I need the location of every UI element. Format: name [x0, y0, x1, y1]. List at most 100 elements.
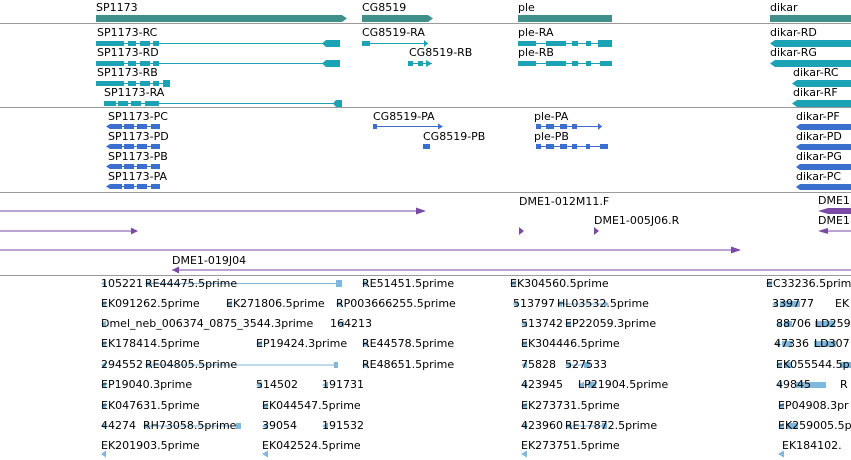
est-label[interactable]: EK044547.5prime [262, 399, 361, 412]
est-label[interactable]: RE44578.5prime [362, 337, 455, 350]
clone-glyph-dme1-a[interactable] [818, 208, 851, 214]
est-label[interactable]: EK091262.5prime [101, 297, 200, 310]
est-label[interactable]: 44274 [101, 419, 136, 432]
protein-glyph-sp1173-pb[interactable] [106, 164, 160, 169]
est-label[interactable]: RE44475.5prime [145, 277, 238, 290]
clone-glyph-3[interactable] [0, 246, 741, 254]
est-label[interactable]: 294552 [101, 358, 143, 371]
est-label[interactable]: EP22059.3prime [565, 317, 657, 330]
est-label[interactable]: EK055544.5p [776, 358, 850, 371]
transcript-glyph-sp1173-ra[interactable] [104, 100, 342, 107]
protein-label[interactable]: ple-PA [534, 110, 569, 123]
est-label[interactable]: RE17872.5prime [565, 419, 658, 432]
est-label[interactable]: 39054 [262, 419, 297, 432]
transcript-glyph-cg8519-ra[interactable] [362, 40, 428, 47]
est-label[interactable]: RE51451.5prime [362, 277, 455, 290]
transcript-glyph-sp1173-rc[interactable] [96, 40, 340, 47]
protein-glyph-dikar-pf[interactable] [796, 124, 851, 130]
est-label[interactable]: Dmel_neb_006374_0875_3544.3prime [101, 317, 314, 330]
transcript-label[interactable]: SP1173-RA [104, 86, 165, 99]
protein-label[interactable]: CG8519-PA [373, 110, 435, 123]
transcript-label[interactable]: dikar-RD [770, 26, 817, 39]
gene-label-ple[interactable]: ple [518, 1, 535, 14]
protein-glyph-ple-pa[interactable] [536, 123, 602, 130]
est-label[interactable]: 514502 [256, 378, 298, 391]
protein-label[interactable]: CG8519-PB [423, 130, 486, 143]
transcript-label[interactable]: CG8519-RA [362, 26, 425, 39]
est-label[interactable]: EK042524.5prime [262, 439, 361, 452]
est-label[interactable]: EK [835, 297, 850, 310]
transcript-glyph-dikar-rd[interactable] [770, 40, 851, 47]
clone-label[interactable]: DME1-019J04 [172, 254, 247, 267]
clone-glyph-2[interactable] [0, 227, 138, 235]
est-label[interactable]: EK178414.5prime [101, 337, 200, 350]
est-label[interactable]: LD307 [814, 337, 850, 350]
est-label[interactable]: HL03532.5prime [557, 297, 649, 310]
protein-label[interactable]: SP1173-PB [108, 150, 168, 163]
protein-glyph-dikar-pd[interactable] [796, 144, 851, 150]
est-label[interactable]: LP21904.5prime [578, 378, 669, 391]
est-label[interactable]: EK304560.5prime [510, 277, 609, 290]
transcript-label[interactable]: SP1173-RD [97, 46, 159, 59]
est-label[interactable]: 339777 [772, 297, 814, 310]
protein-label[interactable]: SP1173-PA [108, 170, 168, 183]
est-label[interactable]: EK304446.5prime [521, 337, 620, 350]
protein-glyph-ple-pb[interactable] [536, 144, 608, 149]
gene-glyph-ple[interactable] [518, 15, 612, 22]
protein-glyph-sp1173-pa[interactable] [106, 184, 160, 189]
clone-glyph-dme1-012m11f[interactable] [519, 227, 524, 235]
protein-glyph-sp1173-pc[interactable] [106, 124, 160, 129]
transcript-glyph-sp1173-rd[interactable] [96, 60, 340, 67]
est-label[interactable]: 88706 [776, 317, 811, 330]
transcript-label[interactable]: dikar-RF [793, 86, 838, 99]
transcript-glyph-sp1173-rb[interactable] [96, 80, 170, 87]
transcript-label[interactable]: SP1173-RB [97, 66, 158, 79]
gene-label-dikar[interactable]: dikar [770, 1, 798, 14]
protein-label[interactable]: SP1173-PC [108, 110, 168, 123]
clone-glyph-dme1-b[interactable] [818, 228, 851, 234]
gene-glyph-sp1173[interactable] [96, 15, 347, 22]
gene-glyph-dikar[interactable] [770, 15, 851, 22]
protein-label[interactable]: dikar-PF [796, 110, 840, 123]
transcript-label[interactable]: dikar-RC [793, 66, 839, 79]
transcript-glyph-cg8519-rb[interactable] [408, 60, 432, 67]
gene-label-sp1173[interactable]: SP1173 [96, 1, 138, 14]
protein-label[interactable]: dikar-PD [796, 130, 842, 143]
clone-label[interactable]: DME1 [818, 214, 850, 227]
transcript-glyph-dikar-rg[interactable] [770, 60, 851, 67]
est-label[interactable]: RE04805.5prime [145, 358, 238, 371]
est-label[interactable]: 527533 [565, 358, 607, 371]
est-label[interactable]: 105221 [101, 277, 143, 290]
est-label[interactable]: 47336 [774, 337, 809, 350]
protein-label[interactable]: dikar-PC [796, 170, 842, 183]
est-label[interactable]: EK259005.5p [778, 419, 851, 432]
est-label[interactable]: EK273751.5prime [521, 439, 620, 452]
est-label[interactable]: 75828 [521, 358, 556, 371]
est-label[interactable]: EP19040.3prime [101, 378, 193, 391]
protein-glyph-dikar-pg[interactable] [796, 164, 851, 170]
est-label[interactable]: 191532 [322, 419, 364, 432]
est-label[interactable]: R [840, 378, 848, 391]
est-label[interactable]: RH73058.5prime [143, 419, 237, 432]
transcript-label[interactable]: dikar-RG [770, 46, 817, 59]
transcript-label[interactable]: SP1173-RC [97, 26, 158, 39]
est-label[interactable]: 423945 [521, 378, 563, 391]
transcript-label[interactable]: CG8519-RB [409, 46, 473, 59]
transcript-label[interactable]: ple-RA [518, 26, 554, 39]
clone-glyph-4[interactable] [172, 266, 851, 274]
est-label[interactable]: 423960 [521, 419, 563, 432]
protein-label[interactable]: ple-PB [534, 130, 569, 143]
transcript-glyph-ple-ra[interactable] [518, 40, 612, 47]
gene-glyph-cg8519[interactable] [362, 15, 433, 22]
clone-label[interactable]: DME1-005J06.R [594, 214, 680, 227]
gene-label-cg8519[interactable]: CG8519 [362, 1, 407, 14]
transcript-label[interactable]: ple-RB [518, 46, 554, 59]
est-label[interactable]: EK201903.5prime [101, 439, 200, 452]
transcript-glyph-ple-rb[interactable] [518, 61, 612, 66]
clone-label[interactable]: DME1 [818, 194, 850, 207]
protein-label[interactable]: dikar-PG [796, 150, 842, 163]
protein-glyph-dikar-pc[interactable] [796, 184, 851, 190]
protein-glyph-cg8519-pa[interactable] [373, 123, 443, 130]
est-label[interactable]: 164213 [330, 317, 372, 330]
est-label[interactable]: EK184102. [782, 439, 842, 452]
